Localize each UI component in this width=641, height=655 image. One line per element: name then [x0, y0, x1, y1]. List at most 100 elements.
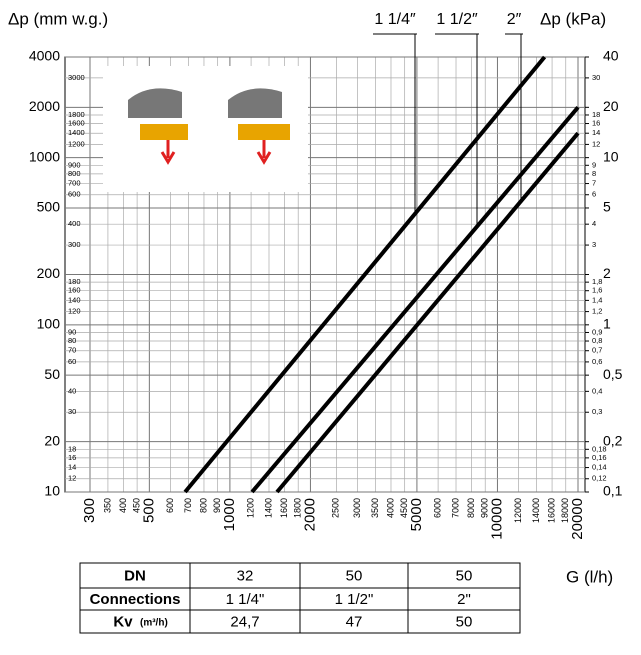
y-tick-label: 30 [68, 407, 76, 416]
y2-tick-label: 0,7 [592, 346, 602, 355]
y2-tick-label: 0,9 [592, 327, 602, 336]
y-tick-label: 50 [44, 366, 60, 382]
y-tick-label: 180 [68, 277, 81, 286]
actuator [228, 88, 282, 118]
x-tick-label: 300 [81, 498, 98, 523]
y2-tick-label: 0,16 [592, 453, 607, 462]
y-tick-label: 4000 [29, 48, 60, 64]
series-label: 1 1/2″ [436, 11, 478, 28]
arrow [256, 140, 272, 165]
x-tick-label: 1800 [293, 498, 303, 518]
y-tick-label: 500 [37, 199, 61, 215]
y2-tick-label: 0,1 [603, 483, 623, 499]
y-tick-label: 1800 [68, 110, 85, 119]
y2-tick-label: 1 [603, 316, 611, 332]
table-value: 2" [457, 591, 471, 608]
x-tick-label: 600 [165, 498, 175, 513]
x-tick-label: 14000 [531, 498, 541, 523]
product-image [103, 66, 308, 192]
x-tick-label: 5000 [408, 498, 425, 531]
y-tick-label: 40 [68, 386, 76, 395]
y2-tick-label: 12 [592, 139, 600, 148]
x-tick-label: 9000 [480, 498, 490, 518]
y2-tick-label: 14 [592, 128, 600, 137]
x-tick-label: 2500 [331, 498, 341, 518]
series-line [275, 131, 580, 494]
table-value: 1 1/4" [226, 591, 265, 608]
kv-unit: (m³/h) [140, 618, 168, 629]
y2-tick-label: 30 [592, 73, 600, 82]
y2-tick-label: 0,5 [603, 366, 623, 382]
y-tick-label: 1000 [29, 148, 60, 164]
row-header: Connections [90, 591, 181, 608]
x-tick-label: 4500 [399, 498, 409, 518]
x-tick-label: 500 [140, 498, 157, 523]
y-tick-label: 1200 [68, 139, 85, 148]
y2-tick-label: 9 [592, 160, 596, 169]
x-tick-label: 800 [198, 498, 208, 513]
series-label: 2″ [507, 11, 522, 28]
y-tick-label: 200 [37, 265, 61, 281]
y2-tick-label: 18 [592, 110, 600, 119]
y2-tick-label: 0,18 [592, 444, 607, 453]
x-tick-label: 700 [183, 498, 193, 513]
arrow [160, 140, 176, 165]
y2-tick-label: 2 [603, 265, 611, 281]
y-tick-label: 16 [68, 453, 76, 462]
x-axis-title: G (l/h) [566, 567, 613, 586]
x-tick-label: 10000 [488, 498, 505, 540]
series-line [183, 55, 547, 494]
table-value: 47 [346, 613, 363, 630]
y-tick-label: 140 [68, 295, 81, 304]
y-tick-label: 1400 [68, 128, 85, 137]
table: DN 32 50 50 Connections 1 1/4" 1 1/2" 2" Kv 24,7 4… [79, 562, 521, 634]
y-tick-label: 60 [68, 357, 76, 366]
x-tick-label: 900 [212, 498, 222, 513]
y-tick-label: 18 [68, 444, 76, 453]
y2-tick-label: 0,3 [592, 407, 602, 416]
x-tick-label: 8000 [466, 498, 476, 518]
table-cell [79, 609, 191, 634]
y2-tick-label: 8 [592, 169, 596, 178]
actuator [128, 88, 182, 118]
valve-body [238, 124, 290, 140]
table-cell [189, 562, 301, 589]
y2-tick-label: 4 [592, 219, 596, 228]
row-header: DN [124, 567, 146, 584]
table-cell [407, 562, 521, 589]
y-tick-label: 2000 [29, 98, 60, 114]
y2-tick-label: 0,8 [592, 336, 602, 345]
table-value: 50 [456, 567, 473, 584]
x-tick-label: 1000 [221, 498, 238, 531]
y-tick-label: 70 [68, 346, 76, 355]
y2-tick-label: 1,4 [592, 295, 602, 304]
row-header: Kv [113, 613, 133, 630]
y2-tick-label: 20 [603, 98, 619, 114]
x-tick-label: 2000 [301, 498, 318, 531]
x-tick-label: 3000 [352, 498, 362, 518]
x-tick-label: 16000 [546, 498, 556, 523]
table-cell [79, 562, 191, 589]
x-tick-label: 1200 [245, 498, 255, 518]
y2-tick-label: 1,2 [592, 307, 602, 316]
y-tick-label: 600 [68, 190, 81, 199]
y-tick-label: 160 [68, 286, 81, 295]
y-tick-label: 20 [44, 432, 60, 448]
x-tick-label: 20000 [569, 498, 586, 540]
x-tick-label: 4000 [385, 498, 395, 518]
marks [183, 55, 580, 494]
y-tick-label: 900 [68, 160, 81, 169]
x-tick-label: 7000 [450, 498, 460, 518]
y-tick-label: 90 [68, 327, 76, 336]
y-tick-label: 300 [68, 240, 81, 249]
x-tick-label: 6000 [432, 498, 442, 518]
y-axis-title: Δp (mm w.g.) [8, 9, 108, 28]
y2-tick-label: 6 [592, 190, 596, 199]
table-value: 50 [346, 567, 363, 584]
valve-body [140, 124, 188, 140]
y-tick-label: 400 [68, 219, 81, 228]
y2-tick-label: 5 [603, 199, 611, 215]
y-tick-label: 1600 [68, 119, 85, 128]
y2-tick-label: 1,6 [592, 286, 602, 295]
